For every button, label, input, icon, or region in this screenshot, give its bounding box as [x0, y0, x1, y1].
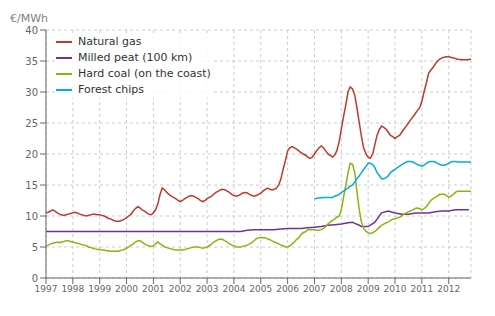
svg-text:2012: 2012 [437, 284, 460, 294]
svg-text:10: 10 [25, 211, 38, 222]
html-text:Natural gas: Natural gas [78, 35, 142, 48]
svg-text:40: 40 [25, 25, 38, 36]
svg-text:20: 20 [25, 149, 38, 160]
svg-text:1999: 1999 [88, 284, 111, 294]
svg-text:30: 30 [25, 87, 38, 98]
svg-text:2004: 2004 [222, 284, 245, 294]
svg-text:35: 35 [25, 56, 38, 67]
svg-text:€/MWh: €/MWh [10, 12, 48, 25]
svg-text:2009: 2009 [357, 284, 380, 294]
svg-text:2001: 2001 [142, 284, 165, 294]
html-text:Milled peat (100 km): Milled peat (100 km) [78, 51, 193, 64]
svg-text:2006: 2006 [276, 284, 299, 294]
svg-text:25: 25 [25, 118, 38, 129]
svg-text:2010: 2010 [384, 284, 407, 294]
svg-text:15: 15 [25, 180, 38, 191]
svg-text:5: 5 [32, 242, 38, 253]
svg-text:2003: 2003 [196, 284, 219, 294]
svg-text:2002: 2002 [169, 284, 192, 294]
svg-text:2005: 2005 [249, 284, 272, 294]
svg-text:0: 0 [32, 273, 38, 284]
html-text:Hard coal (on the coast): Hard coal (on the coast) [78, 67, 211, 80]
svg-text:1997: 1997 [35, 284, 58, 294]
svg-text:2008: 2008 [330, 284, 353, 294]
svg-text:2011: 2011 [410, 284, 433, 294]
svg-text:2007: 2007 [303, 284, 326, 294]
html-text:Forest chips: Forest chips [78, 83, 144, 96]
svg-text:2000: 2000 [115, 284, 138, 294]
svg-text:1998: 1998 [61, 284, 84, 294]
